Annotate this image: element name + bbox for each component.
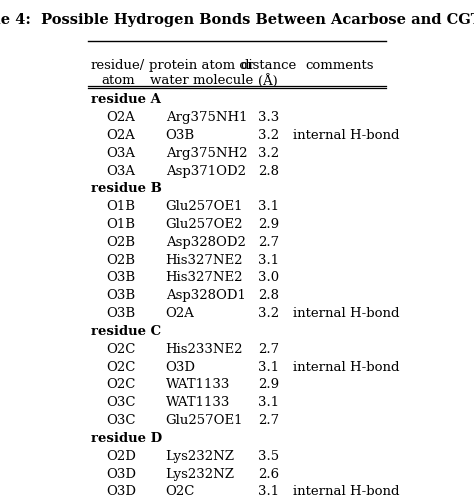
- Text: internal H-bond: internal H-bond: [293, 361, 400, 374]
- Text: Glu257OE2: Glu257OE2: [166, 218, 243, 231]
- Text: O3B: O3B: [106, 271, 136, 285]
- Text: O2A: O2A: [106, 111, 135, 124]
- Text: O3A: O3A: [106, 147, 135, 160]
- Text: residue D: residue D: [91, 432, 163, 445]
- Text: Asp328OD1: Asp328OD1: [166, 290, 246, 302]
- Text: 2.6: 2.6: [258, 468, 279, 481]
- Text: 3.0: 3.0: [258, 271, 279, 285]
- Text: O3B: O3B: [106, 290, 136, 302]
- Text: Glu257OE1: Glu257OE1: [166, 200, 243, 213]
- Text: WAT1133: WAT1133: [166, 396, 230, 409]
- Text: O3D: O3D: [106, 468, 136, 481]
- Text: 2.8: 2.8: [258, 290, 279, 302]
- Text: His233NE2: His233NE2: [166, 343, 243, 356]
- Text: Arg375NH2: Arg375NH2: [166, 147, 247, 160]
- Text: internal H-bond: internal H-bond: [293, 486, 400, 495]
- Text: 3.2: 3.2: [258, 129, 279, 142]
- Text: Asp371OD2: Asp371OD2: [166, 164, 246, 178]
- Text: 2.7: 2.7: [258, 236, 279, 249]
- Text: O2C: O2C: [106, 379, 136, 392]
- Text: residue B: residue B: [91, 182, 162, 196]
- Text: Table 4:  Possible Hydrogen Bonds Between Acarbose and CGTase: Table 4: Possible Hydrogen Bonds Between…: [0, 13, 474, 27]
- Text: O3B: O3B: [106, 307, 136, 320]
- Text: Glu257OE1: Glu257OE1: [166, 414, 243, 427]
- Text: O2D: O2D: [106, 450, 136, 463]
- Text: O1B: O1B: [106, 200, 135, 213]
- Text: O3B: O3B: [166, 129, 195, 142]
- Text: O2C: O2C: [106, 343, 136, 356]
- Text: distance
(Å): distance (Å): [240, 59, 296, 89]
- Text: 2.9: 2.9: [258, 379, 279, 392]
- Text: His327NE2: His327NE2: [166, 271, 243, 285]
- Text: 3.1: 3.1: [258, 200, 279, 213]
- Text: Asp328OD2: Asp328OD2: [166, 236, 246, 249]
- Text: residue C: residue C: [91, 325, 162, 338]
- Text: O3D: O3D: [166, 361, 196, 374]
- Text: O1B: O1B: [106, 218, 135, 231]
- Text: His327NE2: His327NE2: [166, 253, 243, 267]
- Text: protein atom or
water molecule: protein atom or water molecule: [149, 59, 254, 87]
- Text: 3.3: 3.3: [257, 111, 279, 124]
- Text: O2C: O2C: [106, 361, 136, 374]
- Text: O3A: O3A: [106, 164, 135, 178]
- Text: WAT1133: WAT1133: [166, 379, 230, 392]
- Text: Lys232NZ: Lys232NZ: [166, 468, 235, 481]
- Text: internal H-bond: internal H-bond: [293, 129, 400, 142]
- Text: O2A: O2A: [166, 307, 194, 320]
- Text: Arg375NH1: Arg375NH1: [166, 111, 247, 124]
- Text: residue A: residue A: [91, 93, 161, 106]
- Text: residue/
atom: residue/ atom: [91, 59, 145, 87]
- Text: 3.2: 3.2: [258, 147, 279, 160]
- Text: 2.7: 2.7: [258, 414, 279, 427]
- Text: O2B: O2B: [106, 253, 135, 267]
- Text: 3.1: 3.1: [258, 361, 279, 374]
- Text: comments: comments: [305, 59, 374, 72]
- Text: O2A: O2A: [106, 129, 135, 142]
- Text: 3.5: 3.5: [258, 450, 279, 463]
- Text: internal H-bond: internal H-bond: [293, 307, 400, 320]
- Text: 3.2: 3.2: [258, 307, 279, 320]
- Text: 2.7: 2.7: [258, 343, 279, 356]
- Text: Lys232NZ: Lys232NZ: [166, 450, 235, 463]
- Text: O3C: O3C: [106, 396, 136, 409]
- Text: O3D: O3D: [106, 486, 136, 495]
- Text: O2C: O2C: [166, 486, 195, 495]
- Text: 3.1: 3.1: [258, 253, 279, 267]
- Text: 3.1: 3.1: [258, 486, 279, 495]
- Text: O3C: O3C: [106, 414, 136, 427]
- Text: O2B: O2B: [106, 236, 135, 249]
- Text: 2.9: 2.9: [258, 218, 279, 231]
- Text: 3.1: 3.1: [258, 396, 279, 409]
- Text: 2.8: 2.8: [258, 164, 279, 178]
